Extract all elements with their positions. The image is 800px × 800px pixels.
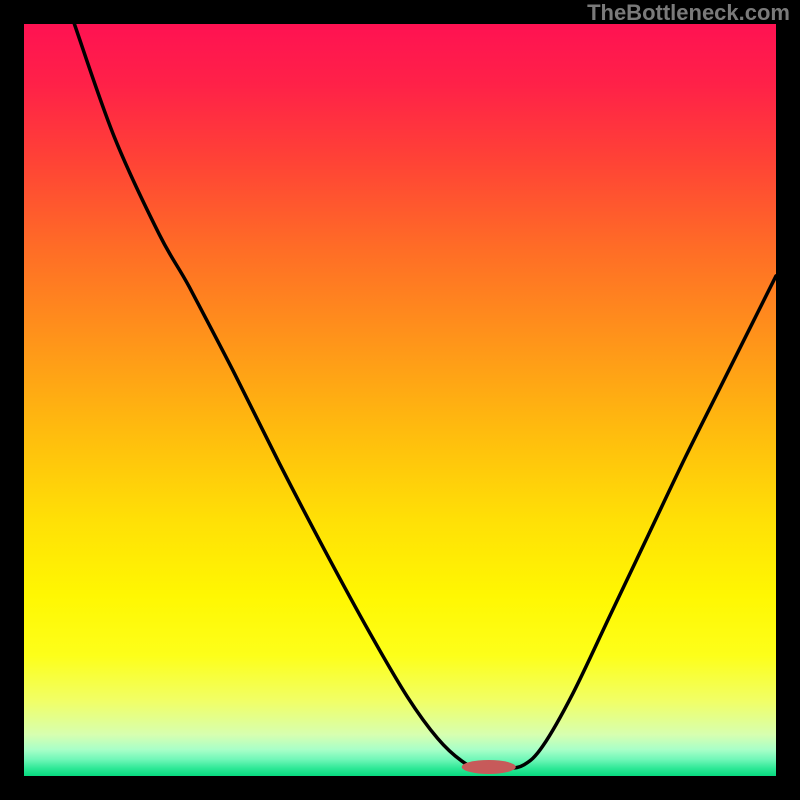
gradient-background xyxy=(24,24,776,776)
frame-left xyxy=(0,0,24,800)
watermark-label: TheBottleneck.com xyxy=(587,0,790,26)
chart-container: TheBottleneck.com xyxy=(0,0,800,800)
frame-right xyxy=(776,0,800,800)
optimal-marker xyxy=(462,760,516,774)
frame-bottom xyxy=(0,776,800,800)
bottleneck-chart xyxy=(0,0,800,800)
